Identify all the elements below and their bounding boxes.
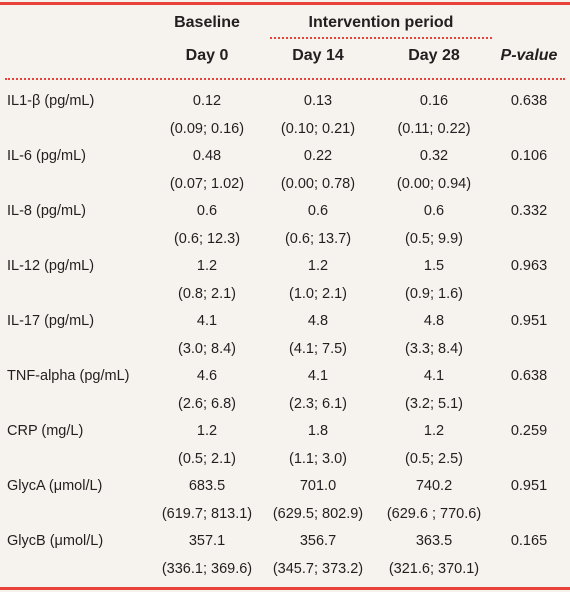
cell-d0-ci: (0.07; 1.02) — [169, 176, 245, 192]
cell-d0-value: 357.1 — [188, 533, 226, 549]
cell-d14-ci: (2.3; 6.1) — [288, 396, 348, 412]
header-pvalue: P-value — [490, 46, 568, 66]
cell-d0-ci: (0.6; 12.3) — [173, 231, 241, 247]
row-label: IL-12 (pg/mL) — [7, 258, 95, 274]
row-label: TNF-alpha (pg/mL) — [7, 368, 130, 384]
cell-pvalue: 0.951 — [510, 313, 548, 329]
cell-d28-value: 0.6 — [423, 203, 445, 219]
cell-d14-value: 356.7 — [299, 533, 337, 549]
header-day14: Day 14 — [292, 47, 344, 64]
cell-d14-value: 4.8 — [307, 313, 329, 329]
cell-d14-value: 701.0 — [299, 478, 337, 494]
cell-d0-value: 0.48 — [192, 148, 222, 164]
cell-pvalue: 0.332 — [510, 203, 548, 219]
cell-pvalue: 0.165 — [510, 533, 548, 549]
cell-d28-value: 4.1 — [423, 368, 445, 384]
top-rule — [0, 2, 570, 5]
cell-d0-value: 0.12 — [192, 93, 222, 109]
cell-d0-value: 4.1 — [196, 313, 218, 329]
cell-d14-ci: (629.5; 802.9) — [272, 506, 364, 522]
cell-d28-ci: (0.11; 0.22) — [397, 121, 471, 137]
cell-pvalue: 0.963 — [510, 258, 548, 274]
cell-d0-ci: (3.0; 8.4) — [177, 341, 237, 357]
cell-d14-ci: (1.1; 3.0) — [288, 451, 348, 467]
cell-d14-value: 1.2 — [307, 258, 329, 274]
cell-d0-value: 1.2 — [196, 258, 218, 274]
cell-d14-value: 0.13 — [303, 93, 333, 109]
cell-pvalue: 0.638 — [510, 368, 548, 384]
cell-d28-ci: (0.5; 9.9) — [404, 231, 464, 247]
cell-d14-ci: (0.10; 0.21) — [280, 121, 356, 137]
bottom-rule — [0, 587, 570, 590]
cell-d0-value: 1.2 — [196, 423, 218, 439]
cell-d0-ci: (0.8; 2.1) — [177, 286, 237, 302]
cell-d28-value: 0.32 — [419, 148, 449, 164]
row-label: CRP (mg/L) — [7, 423, 84, 439]
cell-d0-ci: (619.7; 813.1) — [161, 506, 253, 522]
row-label: GlycA (μmol/L) — [7, 478, 103, 494]
cell-pvalue: 0.259 — [510, 423, 548, 439]
header-intervention: Intervention period — [308, 14, 454, 31]
cell-d0-value: 0.6 — [196, 203, 218, 219]
cell-d14-ci: (4.1; 7.5) — [288, 341, 348, 357]
cell-d28-ci: (0.5; 2.5) — [404, 451, 464, 467]
row-label: IL-8 (pg/mL) — [7, 203, 86, 219]
cell-d28-ci: (3.2; 5.1) — [404, 396, 464, 412]
cell-d14-ci: (1.0; 2.1) — [288, 286, 348, 302]
cell-pvalue: 0.106 — [510, 148, 548, 164]
cell-d14-value: 4.1 — [307, 368, 329, 384]
header-day28: Day 28 — [408, 47, 460, 64]
cell-d28-ci: (629.6 ; 770.6) — [386, 506, 482, 522]
cell-d0-ci: (0.5; 2.1) — [177, 451, 237, 467]
cell-d28-value: 740.2 — [415, 478, 453, 494]
cell-d14-value: 1.8 — [307, 423, 329, 439]
cell-pvalue: 0.951 — [510, 478, 548, 494]
cell-d14-value: 0.6 — [307, 203, 329, 219]
row-label: IL1-β (pg/mL) — [7, 93, 95, 109]
cell-d0-ci: (336.1; 369.6) — [161, 561, 253, 577]
row-label: IL-17 (pg/mL) — [7, 313, 95, 329]
header-baseline: Baseline — [174, 14, 240, 31]
cell-d28-ci: (0.9; 1.6) — [404, 286, 464, 302]
cell-d28-ci: (0.00; 0.94) — [396, 176, 472, 192]
cell-d0-ci: (2.6; 6.8) — [177, 396, 237, 412]
cell-d28-ci: (321.6; 370.1) — [388, 561, 480, 577]
cell-pvalue: 0.638 — [510, 93, 548, 109]
cell-d28-value: 4.8 — [423, 313, 445, 329]
cell-d28-value: 1.2 — [423, 423, 445, 439]
row-label: IL-6 (pg/mL) — [7, 148, 86, 164]
cell-d14-ci: (345.7; 373.2) — [272, 561, 364, 577]
header-intervention-underline — [270, 37, 492, 39]
cell-d14-ci: (0.6; 13.7) — [284, 231, 352, 247]
cell-d14-value: 0.22 — [303, 148, 333, 164]
header-day0: Day 0 — [185, 47, 229, 64]
row-label: GlycB (μmol/L) — [7, 533, 104, 549]
cell-d0-value: 683.5 — [188, 478, 226, 494]
cell-d14-ci: (0.00; 0.78) — [280, 176, 356, 192]
cell-d28-value: 363.5 — [415, 533, 453, 549]
cell-d0-ci: (0.09; 0.16) — [169, 121, 245, 137]
cell-d28-value: 1.5 — [423, 258, 445, 274]
cell-d28-ci: (3.3; 8.4) — [404, 341, 464, 357]
cell-d0-value: 4.6 — [196, 368, 218, 384]
header-divider — [5, 78, 565, 80]
cell-d28-value: 0.16 — [419, 93, 449, 109]
header-pvalue-text: P-value — [500, 47, 558, 64]
